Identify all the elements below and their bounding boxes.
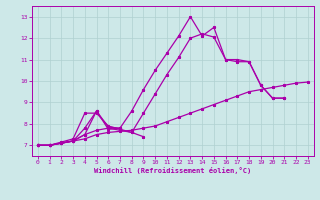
X-axis label: Windchill (Refroidissement éolien,°C): Windchill (Refroidissement éolien,°C) xyxy=(94,167,252,174)
